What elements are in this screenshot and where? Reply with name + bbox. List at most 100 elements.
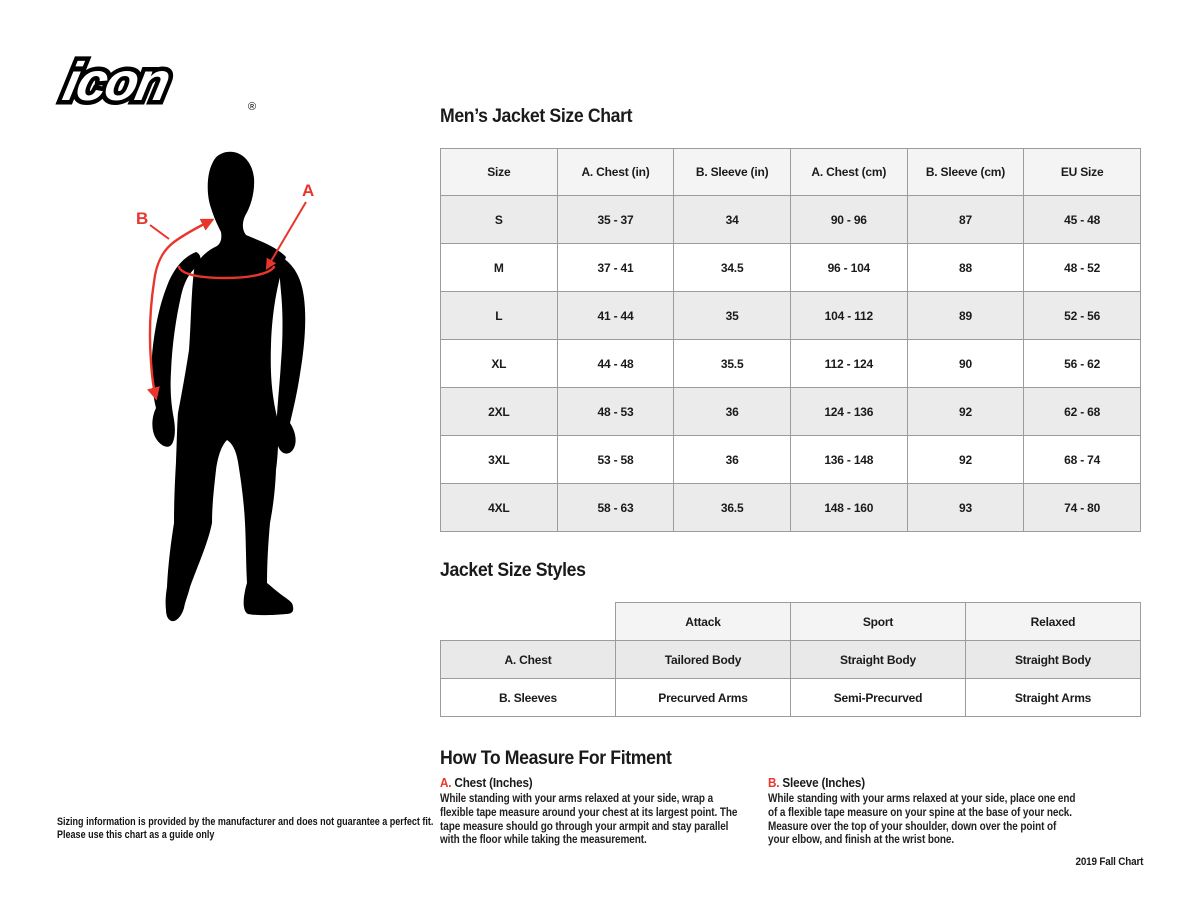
data-cell: 48 - 53 xyxy=(556,387,675,436)
data-cell: 52 - 56 xyxy=(1023,291,1141,340)
table-row: 4XL 58 - 63 36.5 148 - 160 93 74 - 80 xyxy=(440,483,1141,532)
data-cell: 136 - 148 xyxy=(789,435,908,484)
blank-corner-cell xyxy=(440,602,616,641)
data-cell: 88 xyxy=(906,243,1025,292)
disclaimer-line-1: Sizing information is provided by the ma… xyxy=(57,816,434,828)
data-cell: 92 xyxy=(906,435,1025,484)
data-cell: 87 xyxy=(906,195,1025,244)
measure-sleeve-text: While standing with your arms relaxed at… xyxy=(768,791,1076,847)
data-cell: 45 - 48 xyxy=(1023,195,1141,244)
disclaimer-line-2: Please use this chart as a guide only xyxy=(57,829,215,841)
size-chart-table: Size A. Chest (in) B. Sleeve (in) A. Chest … xyxy=(440,148,1141,532)
data-cell: 89 xyxy=(906,291,1025,340)
size-chart-title: Men’s Jacket Size Chart xyxy=(440,106,633,127)
data-cell: Precurved Arms xyxy=(615,678,791,717)
sleeve-pointer-line xyxy=(149,224,170,240)
data-cell: 92 xyxy=(906,387,1025,436)
styles-table: Attack Sport Relaxed A. Chest Tailored Body S… xyxy=(440,602,1141,717)
data-cell: 148 - 160 xyxy=(789,483,908,532)
silhouette-graphic: A B xyxy=(136,151,314,622)
row-label-cell: XL xyxy=(440,339,558,388)
row-label-cell: A. Chest xyxy=(440,640,616,679)
table-row: XL 44 - 48 35.5 112 - 124 90 56 - 62 xyxy=(440,339,1141,388)
data-cell: 34.5 xyxy=(673,243,791,292)
row-label-cell: 3XL xyxy=(440,435,558,484)
measure-chest-letter: A. xyxy=(440,775,452,790)
data-cell: 35 - 37 xyxy=(556,195,675,244)
column-header: A. Chest (cm) xyxy=(789,148,908,196)
label-b: B xyxy=(136,209,148,228)
data-cell: 93 xyxy=(906,483,1025,532)
row-label-cell: 2XL xyxy=(440,387,558,436)
data-cell: Straight Body xyxy=(790,640,966,679)
table-row: L 41 - 44 35 104 - 112 89 52 - 56 xyxy=(440,291,1141,340)
table-row: S 35 - 37 34 90 - 96 87 45 - 48 xyxy=(440,195,1141,244)
column-header: EU Size xyxy=(1023,148,1141,196)
body-silhouette xyxy=(165,151,294,622)
row-label-cell: L xyxy=(440,291,558,340)
data-cell: 37 - 41 xyxy=(556,243,675,292)
data-cell: Straight Body xyxy=(965,640,1141,679)
data-cell: 34 xyxy=(673,195,791,244)
measure-sleeve-letter: B. xyxy=(768,775,780,790)
chart-version: 2019 Fall Chart xyxy=(1075,856,1143,868)
measure-chest-label: Chest (Inches) xyxy=(454,775,533,790)
data-cell: 35.5 xyxy=(673,339,791,388)
table-row: 3XL 53 - 58 36 136 - 148 92 68 - 74 xyxy=(440,435,1141,484)
column-header: B. Sleeve (cm) xyxy=(906,148,1025,196)
data-cell: 53 - 58 xyxy=(556,435,675,484)
column-header: Relaxed xyxy=(965,602,1141,641)
row-label-cell: B. Sleeves xyxy=(440,678,616,717)
data-cell: 58 - 63 xyxy=(556,483,675,532)
column-header: Size xyxy=(440,148,558,196)
data-cell: 68 - 74 xyxy=(1023,435,1141,484)
data-cell: Tailored Body xyxy=(615,640,791,679)
data-cell: 48 - 52 xyxy=(1023,243,1141,292)
column-header: A. Chest (in) xyxy=(556,148,675,196)
table-header-row: Size A. Chest (in) B. Sleeve (in) A. Chest … xyxy=(440,148,1141,196)
right-arm-silhouette xyxy=(276,258,306,454)
data-cell: Straight Arms xyxy=(965,678,1141,717)
styles-title: Jacket Size Styles xyxy=(440,560,586,581)
data-cell: 96 - 104 xyxy=(789,243,908,292)
table-row: A. Chest Tailored Body Straight Body Straig… xyxy=(440,640,1141,679)
row-label-cell: 4XL xyxy=(440,483,558,532)
measure-sleeve-block: B. Sleeve (Inches) While standing with y… xyxy=(768,775,1148,847)
measure-title: How To Measure For Fitment xyxy=(440,748,672,769)
label-a: A xyxy=(302,181,314,200)
data-cell: 44 - 48 xyxy=(556,339,675,388)
measure-sleeve-label: Sleeve (Inches) xyxy=(782,775,865,790)
row-label-cell: S xyxy=(440,195,558,244)
data-cell: 36 xyxy=(673,435,791,484)
data-cell: 36 xyxy=(673,387,791,436)
icon-logo-graphic: icon ® xyxy=(54,47,256,116)
table-header-row: Attack Sport Relaxed xyxy=(440,602,1141,641)
measure-chest-heading: A. Chest (Inches) xyxy=(440,775,782,790)
data-cell: 36.5 xyxy=(673,483,791,532)
measure-chest-block: A. Chest (Inches) While standing with yo… xyxy=(440,775,820,847)
registered-trademark-symbol: ® xyxy=(248,101,256,113)
data-cell: 104 - 112 xyxy=(789,291,908,340)
data-cell: 56 - 62 xyxy=(1023,339,1141,388)
measurement-figure: A B xyxy=(90,140,390,650)
column-header: B. Sleeve (in) xyxy=(673,148,791,196)
data-cell: 90 - 96 xyxy=(789,195,908,244)
data-cell: 35 xyxy=(673,291,791,340)
sizing-disclaimer: Sizing information is provided by the ma… xyxy=(57,816,433,842)
data-cell: 74 - 80 xyxy=(1023,483,1141,532)
data-cell: 62 - 68 xyxy=(1023,387,1141,436)
chest-pointer-line xyxy=(265,201,307,270)
table-row: B. Sleeves Precurved Arms Semi-Precurved St… xyxy=(440,678,1141,717)
icon-logo: icon ® xyxy=(50,47,270,118)
measure-sleeve-heading: B. Sleeve (Inches) xyxy=(768,775,1110,790)
table-row: M 37 - 41 34.5 96 - 104 88 48 - 52 xyxy=(440,243,1141,292)
table-row: 2XL 48 - 53 36 124 - 136 92 62 - 68 xyxy=(440,387,1141,436)
logo-wordmark: icon xyxy=(58,52,174,112)
data-cell: Semi-Precurved xyxy=(790,678,966,717)
data-cell: 112 - 124 xyxy=(789,339,908,388)
sleeve-measure-line xyxy=(147,218,215,401)
data-cell: 41 - 44 xyxy=(556,291,675,340)
data-cell: 90 xyxy=(906,339,1025,388)
row-label-cell: M xyxy=(440,243,558,292)
